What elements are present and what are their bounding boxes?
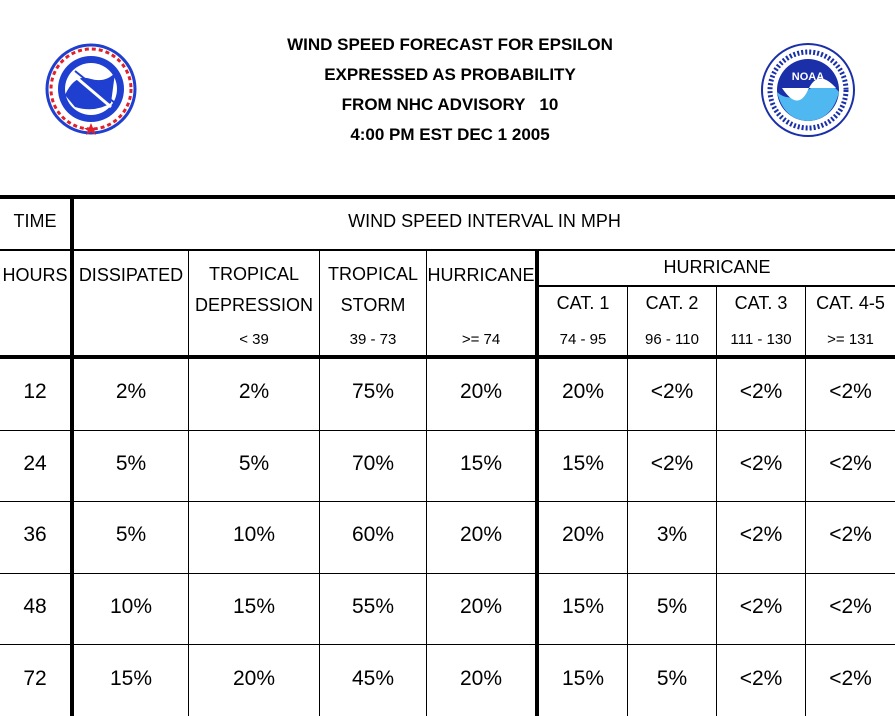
probability-cell-cat3: <2% xyxy=(739,452,783,475)
title-line-3: FROM NHC ADVISORY 10 xyxy=(341,95,559,114)
header-bottom-border xyxy=(0,355,895,359)
header-divider xyxy=(0,249,895,251)
probability-cell-cat3: <2% xyxy=(739,523,783,546)
probability-cell-cat3: <2% xyxy=(739,595,783,618)
probability-cell-cat2: 5% xyxy=(656,595,688,618)
probability-cell-cat2: <2% xyxy=(650,452,694,475)
probability-cell-cat3: <2% xyxy=(739,667,783,690)
probability-cell-cat1: 20% xyxy=(561,523,605,546)
hours-header: HOURS xyxy=(2,265,68,285)
probability-cell-dissipated: 10% xyxy=(109,595,153,618)
probability-cell-td: 2% xyxy=(238,380,270,403)
probability-cell-ts: 55% xyxy=(351,595,395,618)
probability-cell-dissipated: 5% xyxy=(115,452,147,475)
probability-cell-dissipated: 2% xyxy=(115,380,147,403)
td-range: < 39 xyxy=(239,331,269,348)
probability-cell-hu: 20% xyxy=(459,380,503,403)
cat1-header: CAT. 1 xyxy=(556,293,610,313)
probability-cell-cat1: 20% xyxy=(561,380,605,403)
probability-cell-hu: 15% xyxy=(459,452,503,475)
forecast-hour-cell: 72 xyxy=(23,667,47,690)
cat1-range: 74 - 95 xyxy=(559,331,607,348)
interval-header: WIND SPEED INTERVAL IN MPH xyxy=(348,211,621,231)
forecast-hour-cell: 12 xyxy=(23,380,47,403)
probability-cell-cat45: <2% xyxy=(829,452,872,475)
probability-cell-td: 10% xyxy=(232,523,276,546)
probability-cell-cat2: 5% xyxy=(656,667,688,690)
probability-cell-hu: 20% xyxy=(459,667,503,690)
cat2-range: 96 - 110 xyxy=(645,331,699,348)
time-header: TIME xyxy=(13,211,57,231)
hurricane-range: >= 74 xyxy=(461,331,501,348)
probability-cell-cat45: <2% xyxy=(829,523,872,546)
row-divider xyxy=(0,430,895,431)
hurricane-group-divider xyxy=(537,285,895,287)
nws-logo xyxy=(45,43,137,135)
ts-header-line1: TROPICAL xyxy=(327,264,419,284)
probability-cell-cat1: 15% xyxy=(561,667,605,690)
probability-cell-cat3: <2% xyxy=(739,380,783,403)
forecast-hour-cell: 36 xyxy=(23,523,47,546)
ts-range: 39 - 73 xyxy=(349,331,397,348)
probability-cell-cat45: <2% xyxy=(829,380,872,403)
row-divider xyxy=(0,573,895,574)
probability-cell-cat2: 3% xyxy=(656,523,688,546)
dissipated-header: DISSIPATED xyxy=(78,265,184,285)
cat45-header: CAT. 4-5 xyxy=(816,293,885,313)
table-top-border xyxy=(0,195,895,199)
probability-cell-cat2: <2% xyxy=(650,380,694,403)
probability-cell-cat1: 15% xyxy=(561,452,605,475)
cat45-range: >= 131 xyxy=(827,331,874,348)
column-divider xyxy=(716,287,717,716)
title-line-2: EXPRESSED AS PROBABILITY xyxy=(324,65,576,84)
cat3-range: 111 - 130 xyxy=(730,331,792,348)
td-header-line2: DEPRESSION xyxy=(194,295,314,315)
probability-cell-ts: 70% xyxy=(351,452,395,475)
forecast-hour-cell: 48 xyxy=(23,595,47,618)
column-divider xyxy=(805,287,806,716)
probability-cell-hu: 20% xyxy=(459,523,503,546)
probability-cell-ts: 75% xyxy=(351,380,395,403)
svg-text:NOAA: NOAA xyxy=(792,71,824,83)
title-line-4: 4:00 PM EST DEC 1 2005 xyxy=(350,125,550,144)
hurricane-group-border xyxy=(535,251,539,716)
probability-cell-cat1: 15% xyxy=(561,595,605,618)
probability-cell-ts: 45% xyxy=(351,667,395,690)
column-divider xyxy=(188,251,189,716)
title-line-1: WIND SPEED FORECAST FOR EPSILON xyxy=(287,35,613,54)
cat3-header: CAT. 3 xyxy=(734,293,788,313)
cat2-header: CAT. 2 xyxy=(645,293,699,313)
probability-cell-cat45: <2% xyxy=(829,667,872,690)
probability-cell-td: 5% xyxy=(238,452,270,475)
column-divider xyxy=(627,287,628,716)
hurricane-group-header: HURRICANE xyxy=(663,257,771,277)
td-header-line1: TROPICAL xyxy=(208,264,300,284)
probability-cell-hu: 20% xyxy=(459,595,503,618)
noaa-logo: NOAA xyxy=(761,43,855,137)
hurricane-header: HURRICANE xyxy=(427,265,535,285)
probability-cell-td: 15% xyxy=(232,595,276,618)
probability-cell-dissipated: 5% xyxy=(115,523,147,546)
probability-cell-ts: 60% xyxy=(351,523,395,546)
forecast-hour-cell: 24 xyxy=(23,452,47,475)
ts-header-line2: STORM xyxy=(340,295,406,315)
row-divider xyxy=(0,644,895,645)
time-column-border xyxy=(70,195,74,716)
probability-cell-cat45: <2% xyxy=(829,595,872,618)
probability-cell-td: 20% xyxy=(232,667,276,690)
column-divider xyxy=(319,251,320,716)
row-divider xyxy=(0,501,895,502)
column-divider xyxy=(426,251,427,716)
forecast-title: WIND SPEED FORECAST FOR EPSILON EXPRESSE… xyxy=(180,30,720,150)
probability-cell-dissipated: 15% xyxy=(109,667,153,690)
